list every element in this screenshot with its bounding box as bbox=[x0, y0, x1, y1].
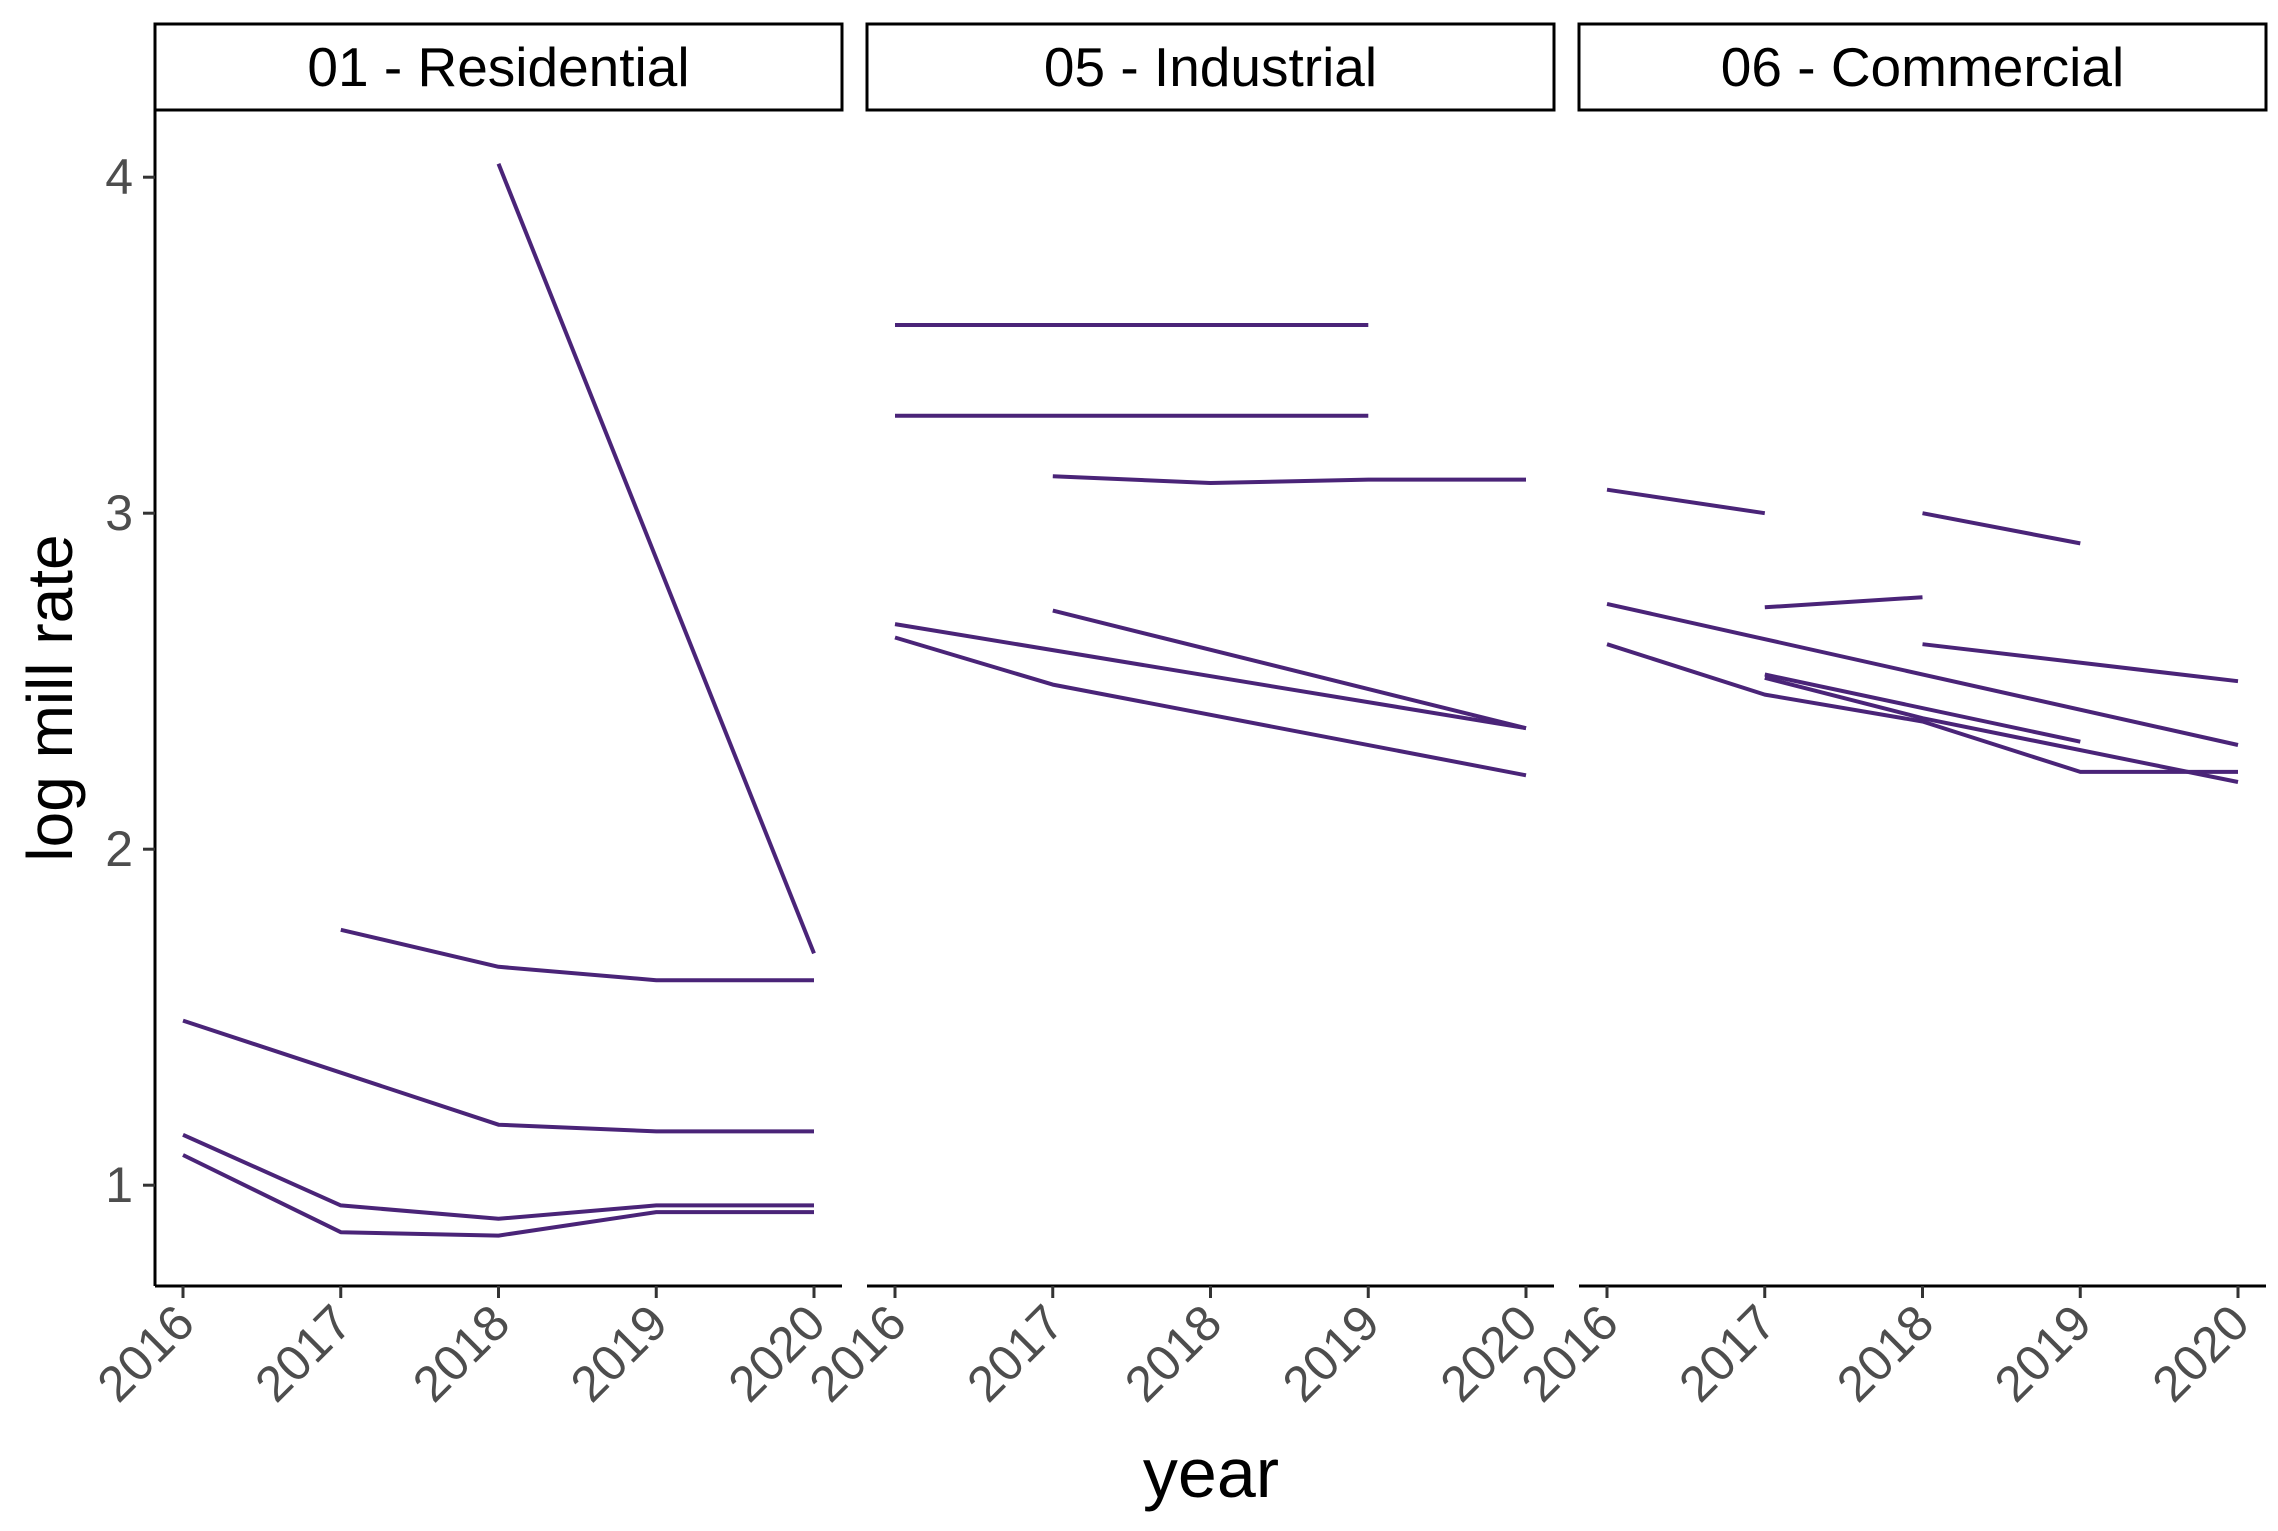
series-line bbox=[1606, 487, 1766, 516]
series-line bbox=[182, 1153, 814, 1238]
series-line bbox=[1606, 601, 2239, 747]
facet-strip-label: 05 - Industrial bbox=[1044, 36, 1377, 98]
series-line bbox=[894, 622, 1527, 731]
facet-strip-label: 06 - Commercial bbox=[1721, 36, 2124, 98]
series-line bbox=[1052, 474, 1526, 485]
y-axis-title: log mill rate bbox=[14, 534, 86, 861]
series-line bbox=[1052, 608, 1527, 731]
series-line bbox=[1764, 675, 2239, 784]
series-line bbox=[340, 927, 814, 983]
series-line bbox=[182, 1132, 814, 1221]
facet-strip bbox=[1577, 22, 2268, 112]
y-tick-label: 2 bbox=[105, 821, 133, 877]
y-tick-label: 3 bbox=[105, 485, 133, 541]
series-line bbox=[496, 163, 816, 955]
y-tick-label: 4 bbox=[105, 149, 133, 205]
facet-strip bbox=[865, 22, 1556, 112]
facet-strip bbox=[153, 22, 844, 112]
series-line bbox=[182, 1018, 814, 1134]
series-line bbox=[1922, 642, 2239, 684]
series-line bbox=[1764, 672, 2081, 744]
x-axis-title: year bbox=[1143, 1434, 1279, 1512]
series-line bbox=[894, 635, 1527, 778]
y-axis: 1 2 3 4 bbox=[105, 110, 157, 1286]
series-line bbox=[1606, 642, 2238, 774]
series-line bbox=[1764, 595, 1923, 610]
y-tick-label: 1 bbox=[105, 1157, 133, 1213]
facet-strip-label: 01 - Residential bbox=[307, 36, 689, 98]
series-line bbox=[1922, 511, 2081, 546]
